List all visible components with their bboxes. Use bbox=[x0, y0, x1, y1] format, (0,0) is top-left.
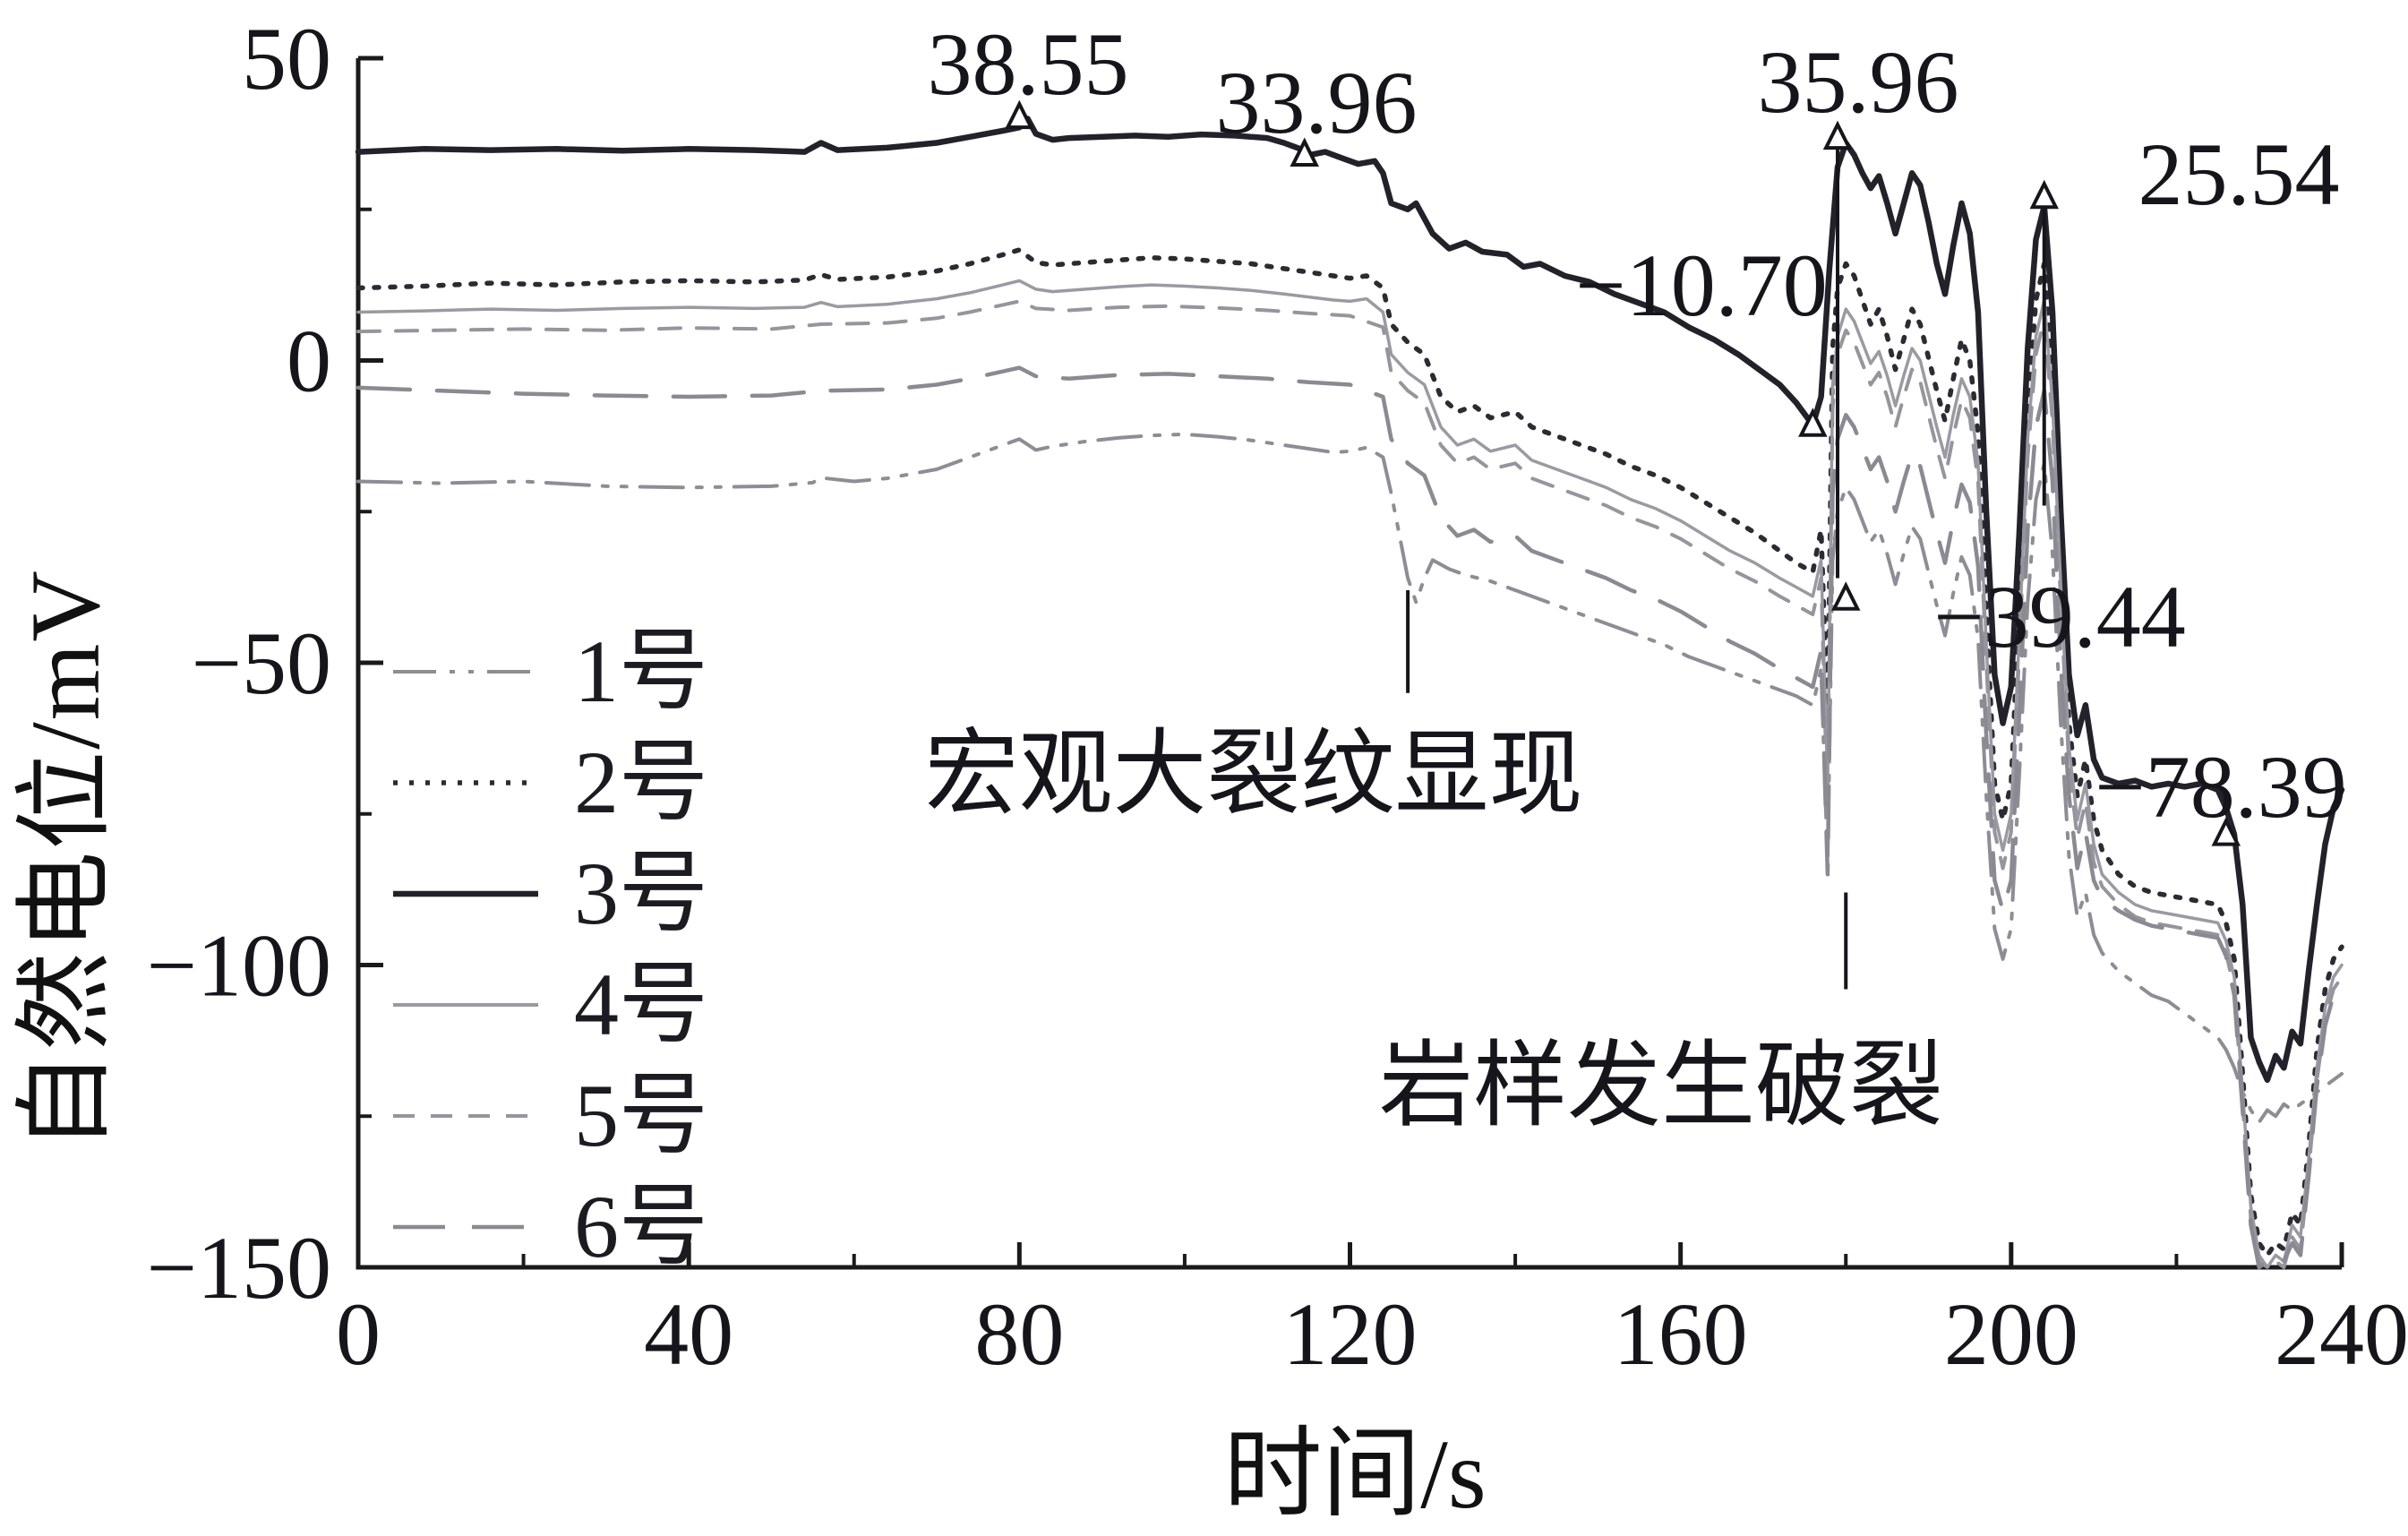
legend-item-6号: 6号 bbox=[390, 1182, 708, 1272]
legend-line-sample bbox=[393, 1114, 538, 1118]
x-tick-label: 40 bbox=[644, 1284, 733, 1384]
legend-label: 5号 bbox=[574, 1066, 708, 1165]
series-line-6号 bbox=[356, 365, 2344, 1270]
x-tick-label: 0 bbox=[336, 1284, 381, 1384]
y-tick-label: −50 bbox=[192, 614, 331, 713]
x-tick-label: 200 bbox=[1944, 1284, 2078, 1384]
legend-item-4号: 4号 bbox=[390, 960, 708, 1050]
x-axis-title: 时间/s bbox=[1223, 1420, 1487, 1529]
y-tick-label: −150 bbox=[147, 1218, 331, 1317]
y-tick-label: −100 bbox=[147, 916, 331, 1016]
legend-label: 1号 bbox=[574, 622, 708, 721]
chart-legend: 1号 2号 3号 4号 5号 6号 bbox=[390, 627, 708, 1272]
x-tick-label: 240 bbox=[2275, 1284, 2408, 1384]
annotation-value: −39.44 bbox=[1933, 567, 2185, 666]
legend-line-sample bbox=[393, 780, 538, 785]
legend-label: 4号 bbox=[574, 955, 708, 1054]
annotation-marker bbox=[1290, 137, 1319, 167]
legend-label: 3号 bbox=[574, 844, 708, 943]
annotation-marker bbox=[1005, 99, 1034, 130]
series-line-2号 bbox=[356, 247, 2344, 1258]
annotation-value: −10.70 bbox=[1575, 236, 1827, 335]
annotation-marker bbox=[2029, 179, 2059, 210]
annotation-marker bbox=[1831, 581, 1861, 611]
event-label: 岩样发生破裂 bbox=[1379, 1034, 1943, 1138]
legend-line-sample bbox=[393, 1224, 538, 1230]
event-label: 宏观大裂纹显现 bbox=[924, 722, 1582, 827]
y-tick-label: 50 bbox=[242, 9, 331, 108]
annotation-value: 33.96 bbox=[1216, 53, 1418, 152]
legend-item-2号: 2号 bbox=[390, 738, 708, 828]
y-tick-label: 0 bbox=[287, 312, 331, 411]
x-tick-label: 160 bbox=[1614, 1284, 1748, 1384]
legend-line-sample bbox=[393, 1003, 538, 1007]
annotation-marker bbox=[1798, 408, 1828, 437]
legend-label: 6号 bbox=[574, 1177, 708, 1276]
legend-line-sample bbox=[393, 890, 538, 897]
legend-item-1号: 1号 bbox=[390, 627, 708, 717]
x-tick-label: 80 bbox=[974, 1284, 1064, 1384]
series-line-3号 bbox=[355, 116, 2345, 1084]
annotation-marker bbox=[2211, 817, 2241, 846]
legend-item-3号: 3号 bbox=[390, 849, 708, 939]
legend-line-sample bbox=[393, 670, 538, 674]
legend-item-5号: 5号 bbox=[390, 1071, 708, 1161]
series-line-4号 bbox=[356, 279, 2344, 1269]
annotation-marker bbox=[1822, 120, 1853, 150]
legend-label: 2号 bbox=[574, 733, 708, 832]
x-tick-label: 120 bbox=[1283, 1284, 1418, 1384]
annotation-value: 25.54 bbox=[2138, 124, 2340, 224]
annotation-value: 38.55 bbox=[928, 14, 1129, 114]
y-axis-title: 自然电位/mV bbox=[11, 569, 120, 1151]
annotation-value: −78.39 bbox=[2095, 737, 2346, 837]
annotation-value: 35.96 bbox=[1758, 32, 1959, 132]
series-line-5号 bbox=[356, 299, 2344, 1269]
